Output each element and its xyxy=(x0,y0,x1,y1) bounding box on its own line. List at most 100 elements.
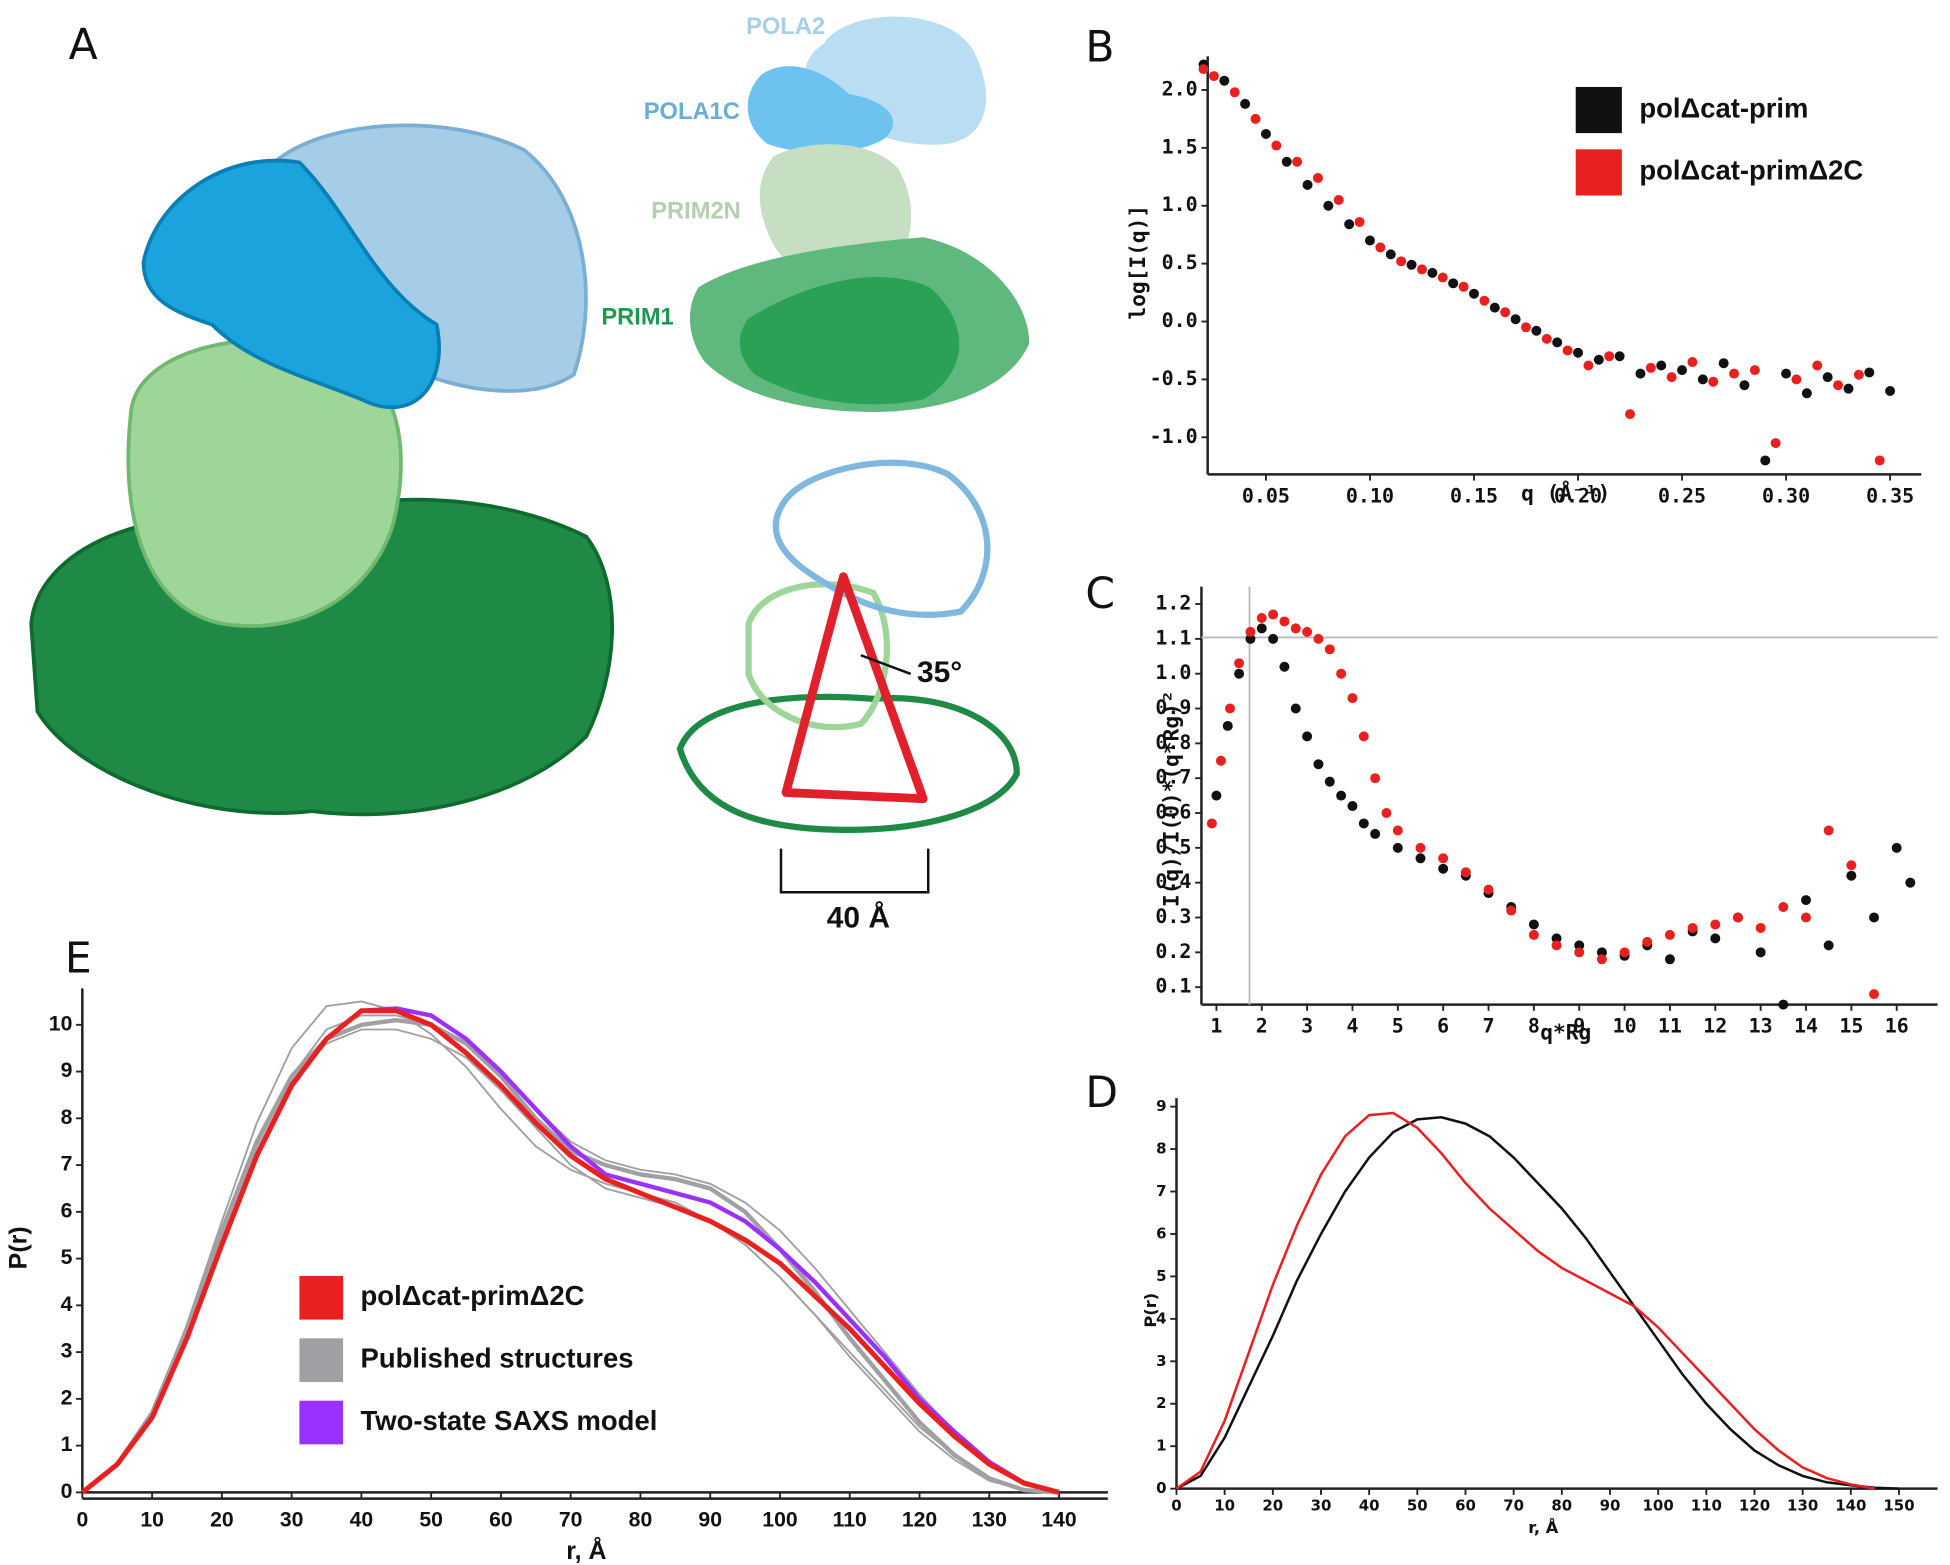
point xyxy=(1619,947,1630,958)
point xyxy=(1778,999,1789,1010)
point xyxy=(1677,365,1688,376)
point xyxy=(1268,633,1279,644)
y-tick-label: 1.0 xyxy=(1162,192,1198,216)
point xyxy=(1528,919,1539,930)
point xyxy=(1385,249,1396,260)
point xyxy=(1489,302,1500,313)
point xyxy=(1710,933,1721,944)
line xyxy=(80,1008,1060,1495)
x-tick-label: 140 xyxy=(1041,1509,1076,1532)
point xyxy=(1732,912,1743,923)
x-tick-label: 3 xyxy=(1301,1014,1313,1038)
point xyxy=(1268,609,1279,620)
panel-label: E xyxy=(65,934,92,983)
point xyxy=(1822,372,1833,383)
point xyxy=(1344,219,1355,230)
point xyxy=(1240,98,1251,109)
point xyxy=(1279,661,1290,672)
point xyxy=(1531,325,1542,336)
point xyxy=(1206,818,1217,829)
distance-bracket xyxy=(779,848,930,894)
line xyxy=(1175,1111,1876,1490)
point xyxy=(1687,357,1698,368)
y-tick-label: 8 xyxy=(61,1106,73,1129)
point xyxy=(1770,438,1781,449)
point xyxy=(1234,658,1245,669)
point xyxy=(1521,322,1531,333)
y-tick-label: 0.2 xyxy=(1155,939,1191,963)
x-tick-label: 140 xyxy=(1835,1497,1866,1515)
small-structure-pola xyxy=(772,459,991,618)
legend-swatch xyxy=(299,1338,344,1382)
point xyxy=(1358,818,1369,829)
point xyxy=(1215,755,1226,766)
x-tick-label: 80 xyxy=(629,1509,653,1532)
panel-label: B xyxy=(1085,24,1114,73)
legend-swatch xyxy=(1575,149,1622,196)
x-tick-label: 0 xyxy=(1171,1497,1181,1515)
point xyxy=(1853,369,1864,380)
x-tick-label: 12 xyxy=(1703,1014,1727,1038)
y-tick-label: 1 xyxy=(61,1433,73,1456)
point xyxy=(1396,256,1407,267)
x-tick-label: 150 xyxy=(1883,1497,1914,1515)
point xyxy=(1645,362,1656,373)
point xyxy=(1551,940,1562,951)
y-axis-label: I(q)/I(0)*(q*Rg)² xyxy=(1159,690,1184,907)
x-tick-label: 0.35 xyxy=(1866,483,1914,507)
y-tick-label: -1.0 xyxy=(1150,424,1198,448)
small-structure-prim2n xyxy=(745,581,891,731)
x-tick-label: 120 xyxy=(902,1509,937,1532)
x-tick-label: 40 xyxy=(1359,1497,1380,1515)
legend-swatch xyxy=(1575,86,1622,134)
y-tick-label: 8 xyxy=(1156,1140,1166,1158)
point xyxy=(1256,623,1267,634)
x-tick-label: 90 xyxy=(698,1509,722,1532)
point xyxy=(1219,75,1230,86)
y-tick-label: 0 xyxy=(61,1480,73,1503)
legend-label: polΔcat-primΔ2C xyxy=(361,1280,585,1311)
x-tick-label: 120 xyxy=(1739,1497,1770,1515)
y-tick-label: 0.4 xyxy=(1155,869,1191,893)
point xyxy=(1245,633,1256,644)
legend-swatch xyxy=(299,1400,344,1445)
point xyxy=(1791,374,1802,385)
y-axis-label: P(r) xyxy=(1141,1293,1160,1328)
y-tick-label: 1.5 xyxy=(1162,134,1198,158)
structure-pola1c xyxy=(141,158,441,410)
point xyxy=(1415,853,1426,864)
y-axis-label: P(r) xyxy=(5,1226,33,1269)
y-tick-label: 2 xyxy=(1156,1394,1166,1412)
y-axis-label: log[I(q)] xyxy=(1125,205,1150,320)
point xyxy=(1869,912,1880,923)
x-tick-label: 13 xyxy=(1749,1014,1773,1038)
point xyxy=(1749,365,1760,376)
y-tick-label: 1.2 xyxy=(1155,591,1191,615)
point xyxy=(1778,902,1789,913)
point xyxy=(1324,776,1335,787)
point xyxy=(1500,307,1511,318)
x-tick-label: 0 xyxy=(76,1509,88,1532)
y-tick-label: 0 xyxy=(1156,1479,1166,1497)
point xyxy=(1551,933,1562,944)
x-axis-label: q*Rg xyxy=(1540,1019,1591,1044)
angle-pointer xyxy=(860,654,912,676)
x-tick-label: 14 xyxy=(1794,1014,1818,1038)
x-tick-label: 0.20 xyxy=(1554,483,1602,507)
point xyxy=(1415,842,1426,853)
line xyxy=(80,1017,1060,1495)
point xyxy=(1279,616,1290,627)
point xyxy=(1596,954,1607,965)
line xyxy=(81,1014,1060,1494)
x-tick-label: 10 xyxy=(140,1509,164,1532)
subunit-label: PRIM1 xyxy=(601,305,673,331)
x-tick-label: 30 xyxy=(1311,1497,1332,1515)
point xyxy=(1292,156,1303,167)
x-axis-label: r, Å xyxy=(566,1536,606,1565)
y-tick-label: 0.5 xyxy=(1155,834,1191,858)
point xyxy=(1229,87,1240,98)
x-tick-label: 20 xyxy=(1262,1497,1283,1515)
point xyxy=(1437,272,1448,283)
point xyxy=(1510,314,1521,325)
point xyxy=(1739,380,1750,391)
